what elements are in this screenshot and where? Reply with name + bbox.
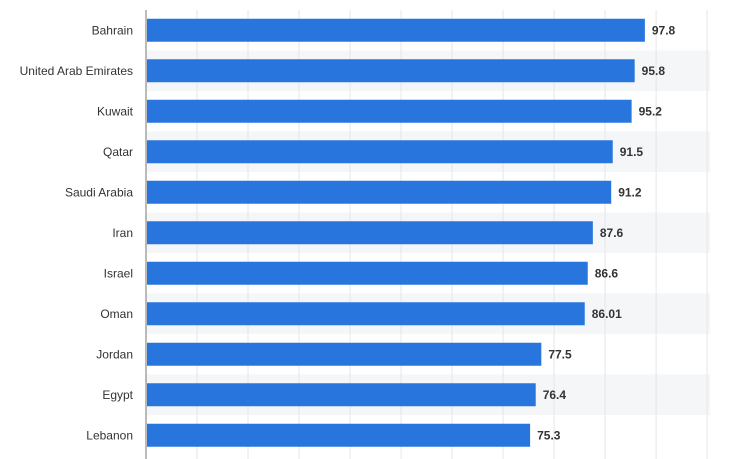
category-label: Lebanon <box>86 428 133 442</box>
value-label: 91.5 <box>620 145 644 159</box>
category-labels: Bahrain United Arab Emirates Kuwait Qatar Sa… <box>20 23 134 442</box>
value-label: 76.4 <box>543 388 567 402</box>
bar <box>147 302 585 326</box>
bar <box>147 59 635 83</box>
value-label: 91.2 <box>618 185 642 199</box>
bar <box>147 221 593 245</box>
category-label: Israel <box>104 266 133 280</box>
category-label: Iran <box>112 226 133 240</box>
category-label: Egypt <box>102 388 133 402</box>
category-label: United Arab Emirates <box>20 64 133 78</box>
category-label: Kuwait <box>97 104 134 118</box>
bar <box>147 180 612 204</box>
value-label: 95.8 <box>642 64 666 78</box>
value-labels: 97.8 95.8 95.2 91.5 91.2 87.6 86.6 86.01 77.5 76.… <box>537 23 675 442</box>
category-label: Saudi Arabia <box>65 185 133 199</box>
bars <box>147 18 645 447</box>
bar <box>147 423 531 447</box>
value-label: 77.5 <box>548 347 572 361</box>
bar <box>147 140 613 164</box>
value-label: 75.3 <box>537 428 561 442</box>
value-label: 95.2 <box>639 104 663 118</box>
category-label: Jordan <box>96 347 133 361</box>
value-label: 86.6 <box>595 266 619 280</box>
category-label: Oman <box>100 307 133 321</box>
bar <box>147 99 632 123</box>
value-label: 87.6 <box>600 226 624 240</box>
category-label: Bahrain <box>92 23 133 37</box>
value-label: 86.01 <box>592 307 622 321</box>
bar <box>147 261 588 285</box>
bar <box>147 18 645 42</box>
category-label: Qatar <box>103 145 133 159</box>
value-label: 97.8 <box>652 23 676 37</box>
bar <box>147 383 536 407</box>
bar <box>147 342 542 366</box>
